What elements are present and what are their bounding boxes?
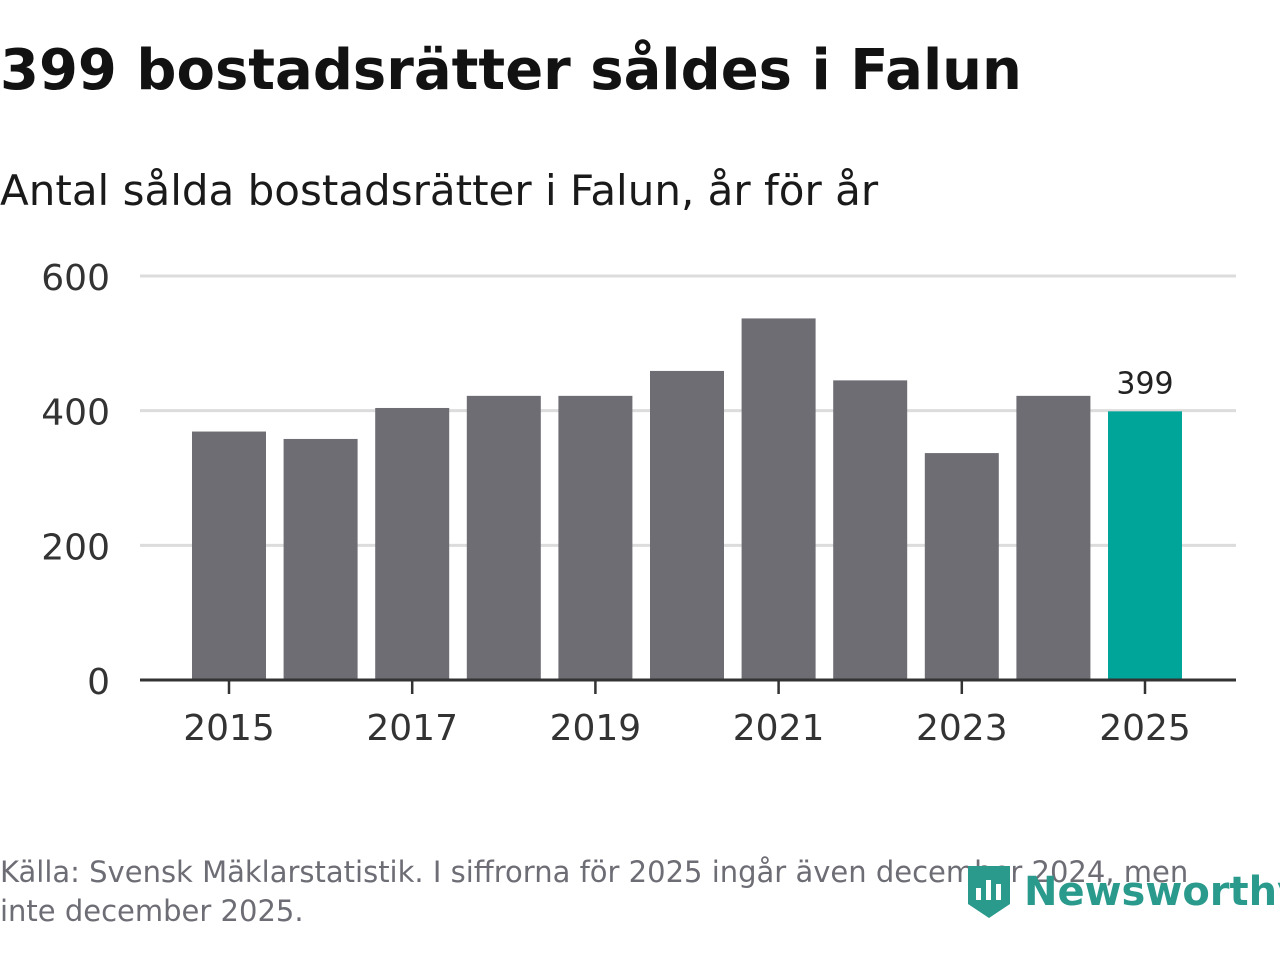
bar <box>192 431 266 680</box>
bar <box>924 453 999 680</box>
bar <box>741 318 816 680</box>
y-tick-label: 400 <box>41 393 110 434</box>
bar <box>283 438 358 680</box>
x-tick-label: 2017 <box>366 708 458 749</box>
bar <box>650 370 724 680</box>
y-tick-label: 600 <box>41 258 110 299</box>
bar <box>833 380 908 680</box>
x-tick-label: 2025 <box>1099 708 1191 749</box>
x-tick-label: 2021 <box>733 708 825 749</box>
bar-chart: 0 200 400 600 399 2015 2017 2019 2021 2023 2025 <box>41 258 1236 749</box>
brand-name: Newsworthy <box>1024 869 1280 915</box>
bar <box>375 407 450 680</box>
chart-title: 399 bostadsrätter såldes i Falun <box>0 38 1022 103</box>
bar <box>1016 395 1091 680</box>
newsworthy-logo-icon <box>968 866 1010 918</box>
chart-subtitle: Antal sålda bostadsrätter i Falun, år fö… <box>0 166 879 215</box>
x-tick-label: 2015 <box>183 708 275 749</box>
data-label: 399 <box>1116 366 1173 401</box>
y-tick-label: 200 <box>41 527 110 568</box>
bar <box>558 395 633 680</box>
y-tick-label: 0 <box>87 662 110 703</box>
bar <box>1108 411 1182 680</box>
bar <box>466 395 541 680</box>
x-tick-label: 2019 <box>550 708 642 749</box>
x-tick-label: 2023 <box>916 708 1008 749</box>
brand-logo: Newsworthy <box>962 860 1280 924</box>
